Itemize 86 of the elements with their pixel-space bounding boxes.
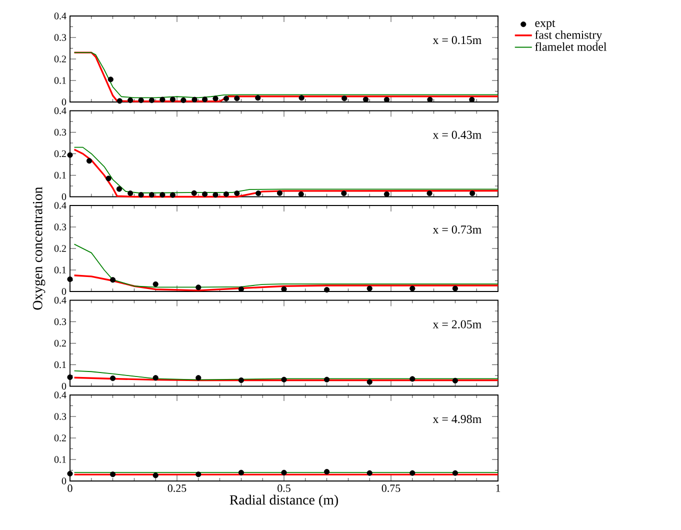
point	[223, 191, 230, 197]
y-tick-label: 0.3	[54, 318, 66, 326]
point	[128, 190, 134, 196]
y-tick-label: 0.1	[54, 361, 66, 368]
y-tick-label: 0	[62, 193, 66, 200]
y-tick-label: 0.4	[54, 107, 66, 114]
y-tick-label: 0.2	[54, 56, 66, 62]
point	[67, 152, 73, 158]
y-tick-label: 0	[62, 288, 66, 295]
point	[342, 96, 348, 102]
y-tick-label: 0.3	[54, 224, 66, 230]
point	[384, 191, 390, 197]
point	[426, 190, 432, 196]
annotation: x = 4.98m	[432, 415, 482, 424]
point	[138, 192, 144, 198]
point	[256, 190, 262, 196]
annotation: x = 0.73m	[432, 226, 482, 234]
point	[116, 186, 122, 192]
point	[160, 192, 166, 198]
point	[108, 76, 114, 82]
legend-label: expt	[535, 20, 556, 30]
y-tick-label: 0.4	[54, 12, 66, 20]
point	[234, 96, 240, 102]
point	[366, 286, 372, 292]
point	[138, 97, 144, 104]
point	[160, 96, 166, 102]
point	[298, 95, 304, 101]
y-tick-label: 0.4	[54, 392, 66, 398]
annotation: x = 0.15m	[432, 36, 482, 44]
point	[234, 190, 240, 196]
point	[128, 97, 134, 104]
point	[212, 96, 218, 102]
point	[212, 192, 218, 198]
y-tick-label: 0	[62, 98, 66, 106]
point	[170, 96, 176, 102]
point	[196, 284, 202, 290]
y-tick-label: 0.2	[54, 245, 66, 252]
point	[202, 191, 208, 197]
point	[410, 286, 416, 292]
y-tick-label: 0.2	[54, 150, 66, 158]
y-tick-label: 0.3	[54, 413, 66, 420]
point	[106, 176, 112, 182]
point	[276, 190, 283, 196]
y-tick-label: 0.4	[54, 296, 66, 304]
y-tick-label: 0.4	[54, 202, 66, 209]
y-tick-label: 0.2	[54, 340, 66, 347]
line-series	[73, 274, 499, 292]
x-tick-label: 0.5	[278, 484, 290, 492]
y-tick-label: 0.1	[54, 77, 66, 84]
point	[202, 96, 208, 102]
y-tick-label: 0.3	[54, 128, 66, 136]
point	[180, 97, 186, 104]
x-tick-label: 0.75	[382, 484, 400, 492]
point	[86, 158, 92, 164]
point	[191, 190, 197, 196]
y-tick-label: 0.1	[54, 456, 66, 463]
point	[67, 276, 73, 282]
point	[341, 190, 347, 196]
point	[470, 190, 476, 196]
annotation: x = 2.05m	[432, 320, 482, 328]
annotation: x = 0.43m	[432, 130, 482, 139]
point	[192, 96, 198, 102]
point	[148, 97, 155, 104]
x-axis-title: Radial distance (m)	[230, 494, 338, 508]
y-tick-label: 0	[62, 382, 66, 390]
point	[170, 192, 176, 198]
legend-label: flamelet model	[535, 42, 607, 51]
point	[298, 191, 304, 197]
point	[223, 96, 230, 102]
point	[116, 98, 122, 104]
y-tick-label: 0.1	[54, 172, 66, 179]
point	[110, 277, 116, 283]
point	[255, 95, 261, 101]
x-tick-label: 1	[496, 484, 500, 492]
y-tick-label: 0.2	[54, 434, 66, 442]
y-axis-title: Oxygen concentration	[32, 186, 46, 310]
point	[324, 286, 330, 293]
point	[148, 192, 155, 198]
x-tick-label: 0.25	[168, 484, 186, 492]
point	[152, 281, 158, 287]
x-tick-label: 0	[68, 484, 72, 492]
legend-label: fast chemistry	[535, 30, 602, 42]
y-tick-label: 0.3	[54, 34, 66, 41]
y-tick-label: 0.1	[54, 266, 66, 274]
y-tick-label: 0	[62, 478, 66, 484]
point	[452, 286, 458, 292]
